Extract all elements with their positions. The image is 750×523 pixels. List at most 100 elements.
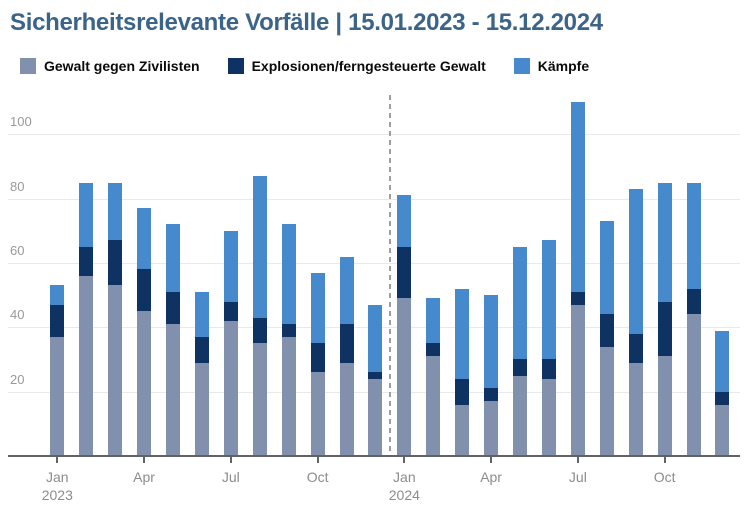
legend-swatch-explosions <box>227 58 244 74</box>
x-tick-label: Jul <box>221 469 240 485</box>
legend-item-battles: Kämpfe <box>513 58 590 74</box>
bar-segment <box>281 224 296 325</box>
legend-swatch-battles <box>513 58 530 74</box>
bar-segment <box>628 362 643 456</box>
bar-segment <box>541 378 556 456</box>
bar-segment <box>223 230 238 302</box>
bar-segment <box>194 336 209 363</box>
bar-segment <box>194 291 209 337</box>
x-tick-label: Jul <box>568 469 587 485</box>
bar-segment <box>541 359 556 379</box>
bar-segment <box>397 298 412 456</box>
bar-segment <box>50 336 65 456</box>
bar <box>599 221 614 456</box>
bar-segment <box>339 256 354 325</box>
bar-segment <box>108 285 123 456</box>
bar-segment <box>628 333 643 363</box>
bar-segment <box>455 288 470 379</box>
bar-segment <box>50 285 65 305</box>
bar-segment <box>137 269 152 312</box>
bar-segment <box>339 324 354 363</box>
bar-segment <box>223 301 238 321</box>
bar <box>686 182 701 456</box>
bar <box>570 102 585 456</box>
bar-segment <box>541 240 556 360</box>
bar <box>252 176 267 456</box>
x-tick <box>56 457 59 463</box>
bar <box>339 256 354 456</box>
x-tick <box>576 457 579 463</box>
bar-segment <box>79 275 94 456</box>
bar <box>513 246 528 456</box>
x-tick <box>490 457 493 463</box>
bar-segment <box>79 182 94 247</box>
bar-segment <box>368 378 383 456</box>
bar <box>281 224 296 456</box>
bar <box>50 285 65 456</box>
x-tick <box>663 457 666 463</box>
bar-segment <box>194 362 209 456</box>
bar-segment <box>715 330 730 392</box>
bar-segment <box>513 246 528 360</box>
legend-label-civilians: Gewalt gegen Zivilisten <box>44 58 200 74</box>
bar <box>455 288 470 456</box>
bar-segment <box>513 359 528 376</box>
bar-segment <box>281 336 296 456</box>
bar-segment <box>599 221 614 315</box>
grid-line <box>8 134 740 136</box>
bar <box>715 330 730 456</box>
bar-segment <box>368 304 383 373</box>
y-axis-label: 40 <box>10 307 25 323</box>
x-tick-label: Apr <box>480 469 502 485</box>
bar-segment <box>252 343 267 456</box>
x-tick-label: Jan <box>46 469 69 485</box>
x-tick-label: Jan <box>393 469 416 485</box>
legend-item-explosions: Explosionen/ferngesteuerte Gewalt <box>227 58 486 74</box>
year-separator-line <box>388 95 391 456</box>
bar-segment <box>397 195 412 247</box>
x-axis-line <box>8 455 740 457</box>
bar-segment <box>513 375 528 456</box>
bar-segment <box>686 314 701 456</box>
y-axis-label: 60 <box>10 242 25 258</box>
bar <box>79 182 94 456</box>
legend-label-battles: Kämpfe <box>537 58 590 74</box>
bar-segment <box>657 182 672 302</box>
bar-segment <box>570 304 585 456</box>
bar-segment <box>252 317 267 344</box>
bar <box>165 224 180 456</box>
bar-segment <box>368 372 383 379</box>
bar-segment <box>628 188 643 334</box>
bar-segment <box>108 240 123 286</box>
bar-segment <box>108 182 123 241</box>
y-axis-label: 80 <box>10 178 25 194</box>
y-axis-label: 20 <box>10 371 25 387</box>
x-tick-year-label: 2023 <box>41 487 73 503</box>
bar <box>108 182 123 456</box>
bar-segment <box>223 320 238 456</box>
x-tick-label: Oct <box>306 469 329 485</box>
bar-segment <box>137 311 152 456</box>
bar-segment <box>426 343 441 357</box>
bar-segment <box>599 346 614 456</box>
x-tick-label: Apr <box>133 469 155 485</box>
bar-segment <box>310 343 325 373</box>
bar-segment <box>252 176 267 318</box>
bar <box>368 304 383 456</box>
bar-segment <box>310 272 325 344</box>
bar-segment <box>79 246 94 276</box>
bar-segment <box>310 372 325 456</box>
bar <box>223 230 238 456</box>
x-tick <box>229 457 232 463</box>
bar-segment <box>426 298 441 344</box>
legend-item-civilians: Gewalt gegen Zivilisten <box>20 58 200 74</box>
bar <box>541 240 556 456</box>
bar-segment <box>657 356 672 456</box>
y-axis-label: 100 <box>10 114 32 130</box>
grid-line <box>8 262 740 264</box>
legend-swatch-civilians <box>20 58 36 74</box>
bar-segment <box>484 388 499 402</box>
bar-segment <box>484 295 499 389</box>
